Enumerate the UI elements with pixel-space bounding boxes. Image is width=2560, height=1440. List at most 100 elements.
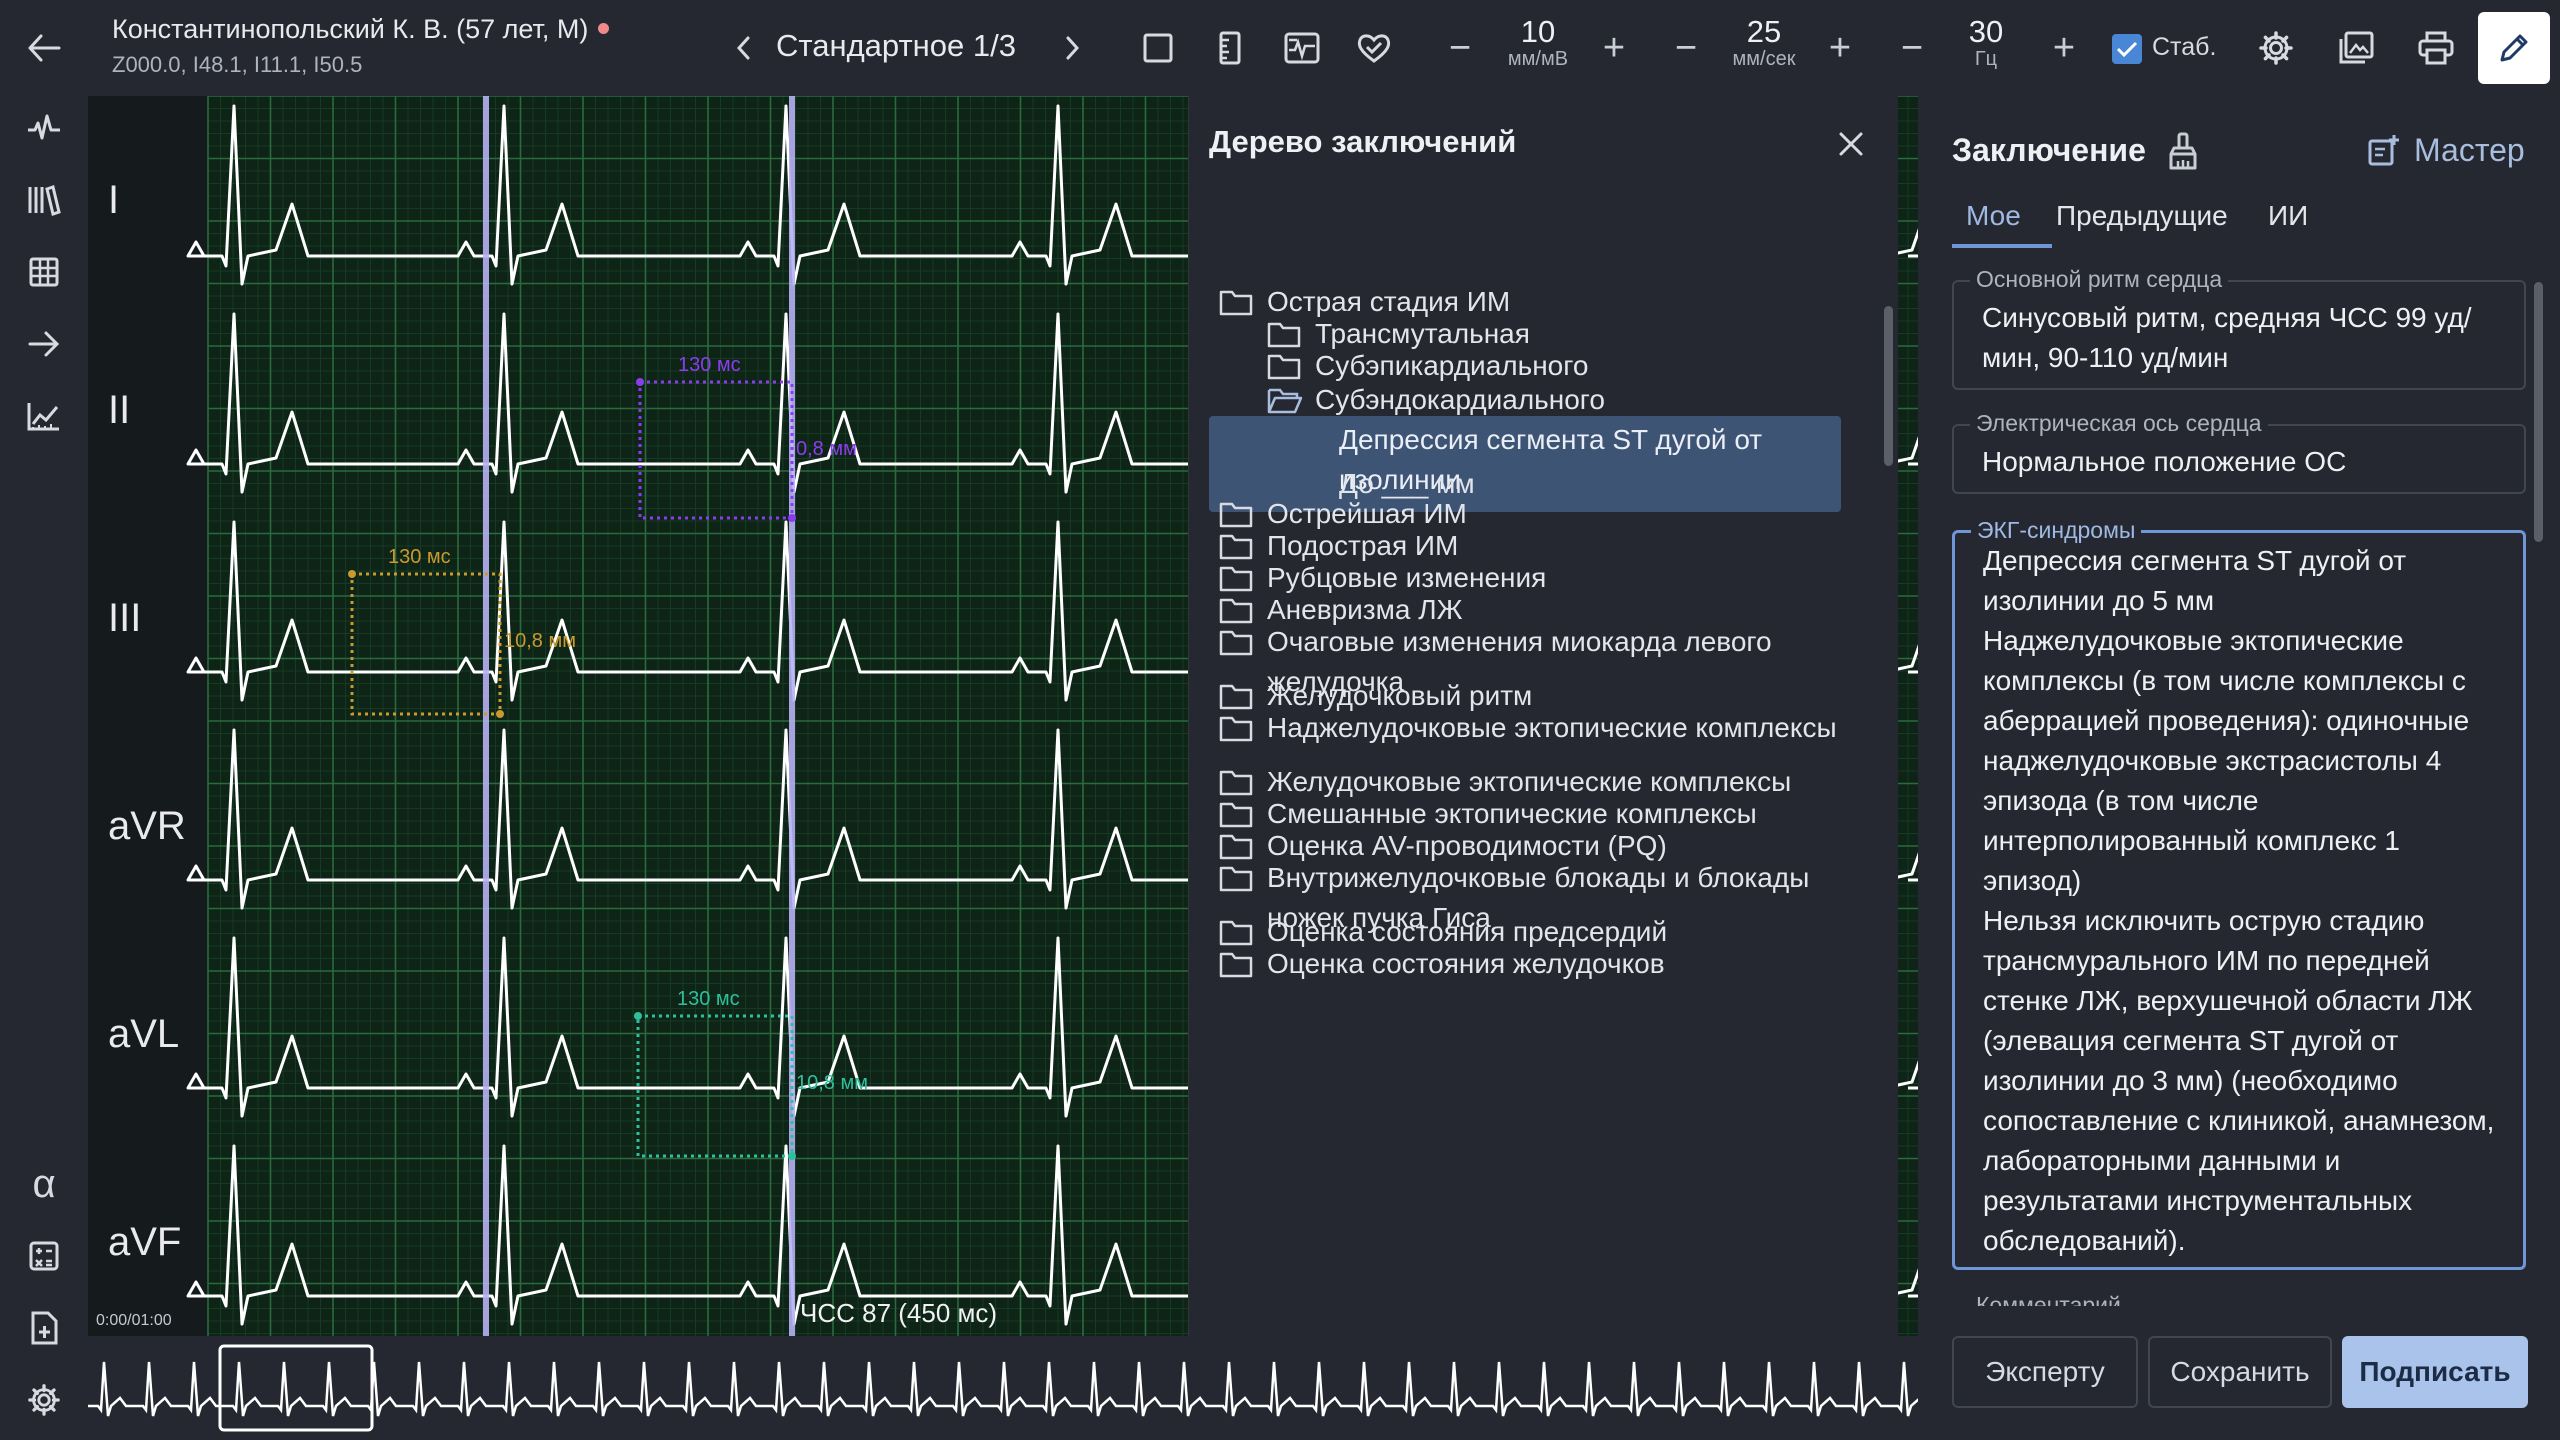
file-export-icon[interactable]: [20, 1304, 68, 1352]
tree-item-label: Желудочковый ритм: [1267, 680, 1533, 711]
conclusion-scrollbar[interactable]: [2534, 282, 2543, 542]
tree-item-label: Оценка AV-проводимости (PQ): [1267, 830, 1667, 861]
lead-label: aVF: [108, 1220, 182, 1264]
tree-item-label: Острейшая ИМ: [1267, 498, 1467, 529]
beat-cursor: [483, 96, 489, 1336]
stab-label[interactable]: Стаб.: [2152, 33, 2217, 61]
conclusion-title: Заключение: [1952, 132, 2146, 168]
filter-increase-button[interactable]: +: [2052, 26, 2076, 69]
gear-icon[interactable]: [20, 1376, 68, 1424]
electrical-axis-label: Электрическая ось сердца: [1970, 410, 2268, 437]
tree-item[interactable]: Оценка состояния предсердий: [1219, 912, 1849, 952]
lead-label: I: [108, 178, 120, 222]
folder-icon: [1219, 676, 1255, 716]
patient-name: Константинопольский К. В. (57 лет, М): [112, 14, 610, 45]
patient-name-text: Константинопольский К. В. (57 лет, М): [112, 14, 589, 44]
tree-item-label: Подострая ИМ: [1267, 530, 1459, 561]
tree-item[interactable]: Рубцовые изменения: [1219, 558, 1849, 598]
alpha-icon[interactable]: α: [32, 1161, 56, 1206]
chevron-right-icon[interactable]: [1050, 26, 1094, 70]
tree-item[interactable]: Острейшая ИМ: [1219, 494, 1849, 534]
main-rhythm-field[interactable]: Основной ритм сердца Синусовый ритм, сре…: [1952, 266, 2526, 390]
compare-icon[interactable]: [1274, 20, 1330, 76]
back-arrow-icon[interactable]: [18, 24, 70, 72]
tree-item-label: До ___ мм: [1339, 468, 1475, 499]
folder-open-icon: [1267, 380, 1303, 420]
tree-item-label: Оценка состояния предсердий: [1267, 916, 1668, 947]
tree-item[interactable]: Смешанные эктопические комплексы: [1219, 794, 1849, 834]
overview-window: [218, 1344, 374, 1432]
beat-cursor: [789, 96, 795, 1336]
ecg-syndromes-field[interactable]: ЭКГ-синдромы Депрессия сегмента ST дугой…: [1952, 517, 2526, 1270]
tree-item[interactable]: Наджелудочковые эктопические комплексы: [1219, 708, 1849, 748]
electrical-axis-field[interactable]: Электрическая ось сердца Нормальное поло…: [1952, 410, 2526, 494]
master-button[interactable]: Мастер: [2364, 130, 2525, 170]
tab-previous[interactable]: Предыдущие: [2056, 200, 2228, 231]
save-button[interactable]: Сохранить: [2148, 1336, 2332, 1408]
square-icon[interactable]: [1130, 20, 1186, 76]
tree-item[interactable]: До ___ мм: [1339, 464, 1839, 504]
tree-item[interactable]: Субэпикардиального: [1267, 346, 1849, 386]
ruler-icon[interactable]: [1202, 20, 1258, 76]
tab-ai[interactable]: ИИ: [2268, 200, 2309, 231]
tree-item[interactable]: Внутрижелудочковые блокады и блокады нож…: [1219, 858, 1849, 938]
filter-decrease-button[interactable]: −: [1900, 26, 1924, 69]
overview-strip[interactable]: [88, 1336, 1929, 1440]
folder-icon: [1219, 858, 1255, 898]
tab-mine[interactable]: Мое: [1966, 200, 2021, 231]
filter-number: 30: [1968, 14, 2004, 49]
gear-icon[interactable]: [2248, 20, 2304, 76]
sign-button[interactable]: Подписать: [2342, 1336, 2528, 1408]
tree-title: Дерево заключений: [1209, 124, 1517, 159]
ecg-syndromes-line: Наджелудочковые эктопические комплексы (…: [1983, 625, 2470, 896]
close-icon[interactable]: [1829, 122, 1873, 166]
send-to-expert-button[interactable]: Эксперту: [1952, 1336, 2138, 1408]
measurement-box: [638, 380, 794, 520]
gain-number: 10: [1520, 14, 1556, 49]
tree-item[interactable]: Аневризма ЛЖ: [1219, 590, 1849, 630]
tree-item-label: Депрессия сегмента ST дугой от изолинии: [1339, 424, 1763, 495]
chevron-left-icon[interactable]: [722, 26, 766, 70]
tree-item[interactable]: Оценка состояния желудочков: [1219, 944, 1849, 984]
gain-decrease-button[interactable]: −: [1448, 26, 1472, 69]
tree-item[interactable]: Трансмутальная: [1267, 314, 1849, 354]
chart-trend-icon[interactable]: [20, 392, 68, 440]
tree-item[interactable]: Подострая ИМ: [1219, 526, 1849, 566]
pencil-icon[interactable]: [2478, 12, 2550, 84]
arrow-right-icon[interactable]: [20, 320, 68, 368]
tree-item[interactable]: Очаговые изменения миокарда левого желуд…: [1219, 622, 1849, 702]
speed-decrease-button[interactable]: −: [1674, 26, 1698, 69]
printer-icon[interactable]: [2408, 20, 2464, 76]
tree-scrollbar[interactable]: [1884, 306, 1893, 466]
speed-number: 25: [1746, 14, 1782, 49]
ecg-syndromes-value: Депрессия сегмента ST дугой от изолинии …: [1983, 541, 2503, 1261]
tree-item[interactable]: Острая стадия ИМ: [1219, 282, 1849, 322]
grid-icon[interactable]: [20, 248, 68, 296]
heart-check-icon[interactable]: [1346, 20, 1402, 76]
gain-increase-button[interactable]: +: [1602, 26, 1626, 69]
stab-checkbox[interactable]: [2112, 34, 2142, 64]
folder-icon: [1219, 526, 1255, 566]
measurement-time: 130 мс: [677, 988, 740, 1010]
ecg-wave-icon[interactable]: [20, 104, 68, 152]
tree-item[interactable]: Депрессия сегмента ST дугой от изолинии: [1339, 420, 1839, 500]
conclusion-panel: Заключение Мастер Мое Предыдущие ИИ Осно…: [1918, 96, 2560, 1440]
calculator-icon[interactable]: [20, 1232, 68, 1280]
library-icon[interactable]: [20, 176, 68, 224]
tree-item-label: Наджелудочковые эктопические комплексы: [1267, 712, 1837, 743]
tree-item[interactable]: Желудочковый ритм: [1219, 676, 1849, 716]
tree-item[interactable]: Оценка AV-проводимости (PQ): [1219, 826, 1849, 866]
tree-selected-highlight: [1209, 416, 1841, 512]
measurement-time: 130 мс: [678, 354, 741, 376]
ecg-syndromes-line: Депрессия сегмента ST дугой от изолинии …: [1983, 545, 2407, 616]
status-dot: [598, 23, 610, 34]
speed-increase-button[interactable]: +: [1828, 26, 1852, 69]
wizard-icon: [2364, 130, 2404, 170]
measurement-amplitude: 10,8 мм: [796, 1072, 868, 1094]
tree-item[interactable]: Желудочковые эктопические комплексы: [1219, 762, 1849, 802]
image-export-icon[interactable]: [2328, 20, 2384, 76]
brush-clean-icon[interactable]: [2162, 130, 2204, 172]
tree-item-label: Внутрижелудочковые блокады и блокады нож…: [1267, 862, 1810, 933]
lead-label: II: [108, 388, 131, 432]
tree-item[interactable]: Субэндокардиального: [1267, 380, 1849, 420]
